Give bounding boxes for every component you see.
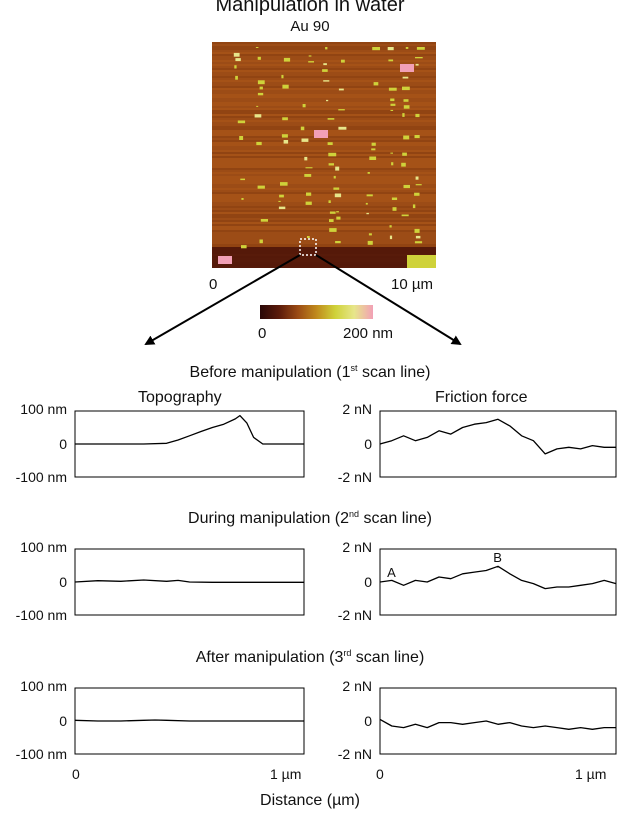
series-line bbox=[379, 718, 616, 730]
colorbar-min-label: 0 bbox=[258, 325, 267, 342]
y-tick-label: 100 nm bbox=[20, 401, 67, 417]
zoom-arrow-right bbox=[315, 254, 462, 346]
zoom-region-box bbox=[299, 238, 317, 256]
series-line bbox=[74, 579, 304, 583]
chart-panel-during-friction: 2 nN 0 -2 nN A B bbox=[338, 539, 617, 623]
annotation-label: A bbox=[387, 565, 396, 580]
colorbar bbox=[260, 305, 373, 319]
colorbar-max-label: 200 nm bbox=[343, 325, 394, 342]
y-tick-label: 0 bbox=[59, 574, 67, 590]
left-x-max-label: 1 µm bbox=[270, 766, 302, 782]
y-tick-label: 0 bbox=[364, 574, 372, 590]
afm-x-min-label: 0 bbox=[209, 276, 218, 293]
afm-x-max-label: 10 µm bbox=[391, 276, 433, 293]
chart-panel-after-friction: 2 nN 0 -2 nN bbox=[338, 678, 617, 762]
series-line bbox=[74, 719, 304, 722]
chart-panel-before-friction: 2 nN 0 -2 nN bbox=[338, 401, 617, 485]
left-x-min-label: 0 bbox=[72, 766, 80, 782]
section-title-before: Before manipulation (1st scan line) bbox=[189, 363, 431, 381]
y-tick-label: 0 bbox=[59, 436, 67, 452]
y-tick-label: -2 nN bbox=[338, 746, 372, 762]
y-tick-label: 100 nm bbox=[20, 678, 67, 694]
y-tick-label: -100 nm bbox=[16, 607, 67, 623]
chart-panel-during-topography: 100 nm 0 -100 nm bbox=[16, 539, 305, 623]
y-tick-label: 2 nN bbox=[342, 401, 372, 417]
series-line bbox=[379, 418, 616, 455]
plot-frame bbox=[379, 687, 617, 755]
y-tick-label: 0 bbox=[364, 436, 372, 452]
y-tick-label: -2 nN bbox=[338, 469, 372, 485]
annotation-label: B bbox=[493, 550, 502, 565]
y-tick-label: 2 nN bbox=[342, 678, 372, 694]
y-tick-label: 0 bbox=[364, 713, 372, 729]
column-title-topography: Topography bbox=[138, 389, 222, 406]
section-title-during: During manipulation (2nd scan line) bbox=[188, 509, 432, 527]
y-tick-label: -2 nN bbox=[338, 607, 372, 623]
column-title-friction: Friction force bbox=[435, 389, 528, 406]
x-axis-title: Distance (µm) bbox=[260, 792, 360, 809]
y-tick-label: -100 nm bbox=[16, 469, 67, 485]
figure-title: Manipulation in water bbox=[215, 0, 405, 16]
plot-frame bbox=[379, 410, 617, 478]
y-tick-label: 2 nN bbox=[342, 539, 372, 555]
afm-topography-image bbox=[212, 42, 436, 268]
y-tick-label: -100 nm bbox=[16, 746, 67, 762]
y-tick-label: 0 bbox=[59, 713, 67, 729]
series-line bbox=[379, 565, 617, 590]
zoom-arrow-left bbox=[144, 254, 301, 346]
y-tick-label: 100 nm bbox=[20, 539, 67, 555]
afm-image-canvas bbox=[212, 42, 436, 268]
chart-panel-after-topography: 100 nm 0 -100 nm bbox=[16, 678, 305, 762]
afm-image-label: Au 90 bbox=[290, 18, 330, 35]
series-line bbox=[75, 414, 304, 445]
chart-panel-before-topography: 100 nm 0 -100 nm bbox=[16, 401, 305, 485]
right-x-max-label: 1 µm bbox=[575, 766, 607, 782]
right-x-min-label: 0 bbox=[376, 766, 384, 782]
section-title-after: After manipulation (3rd scan line) bbox=[195, 648, 425, 666]
